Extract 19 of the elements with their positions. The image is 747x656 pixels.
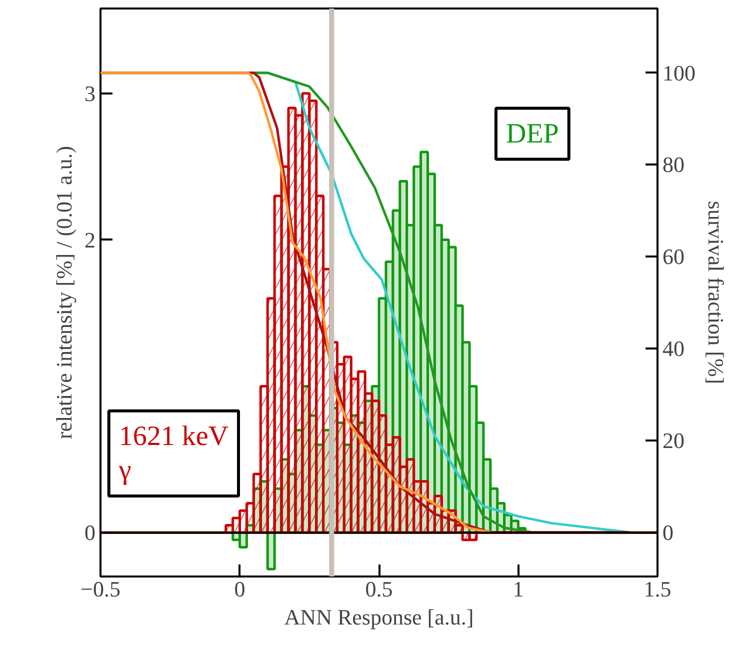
- y-tick-label: 0: [84, 520, 96, 546]
- x-tick-label: 1: [512, 576, 524, 602]
- text: DEP: [506, 118, 559, 150]
- series-label: 1621 keV γ: [118, 420, 229, 486]
- y2-tick-label: 80: [662, 152, 684, 178]
- y2-tick-label: 20: [662, 428, 684, 453]
- y2-tick-label: 100: [662, 60, 696, 86]
- x-tick-label: 1.5: [644, 576, 672, 602]
- y-tick-label: 2: [84, 227, 96, 252]
- y-axis-title: relative intensity [%] / (0.01 a.u.): [52, 146, 76, 440]
- y2-tick-label: 60: [662, 244, 684, 270]
- x-tick-label: 0.5: [365, 576, 393, 602]
- y-tick-label: 3: [84, 80, 96, 106]
- y2-tick-label: 0: [662, 520, 674, 545]
- x-tick-label: −0.5: [80, 576, 120, 602]
- y2-axis-title: survival fraction [%]: [704, 200, 728, 384]
- y2-tick-label: 40: [662, 336, 684, 362]
- x-axis-title: ANN Response [a.u.]: [284, 604, 474, 630]
- x-tick-label: 0: [234, 576, 246, 602]
